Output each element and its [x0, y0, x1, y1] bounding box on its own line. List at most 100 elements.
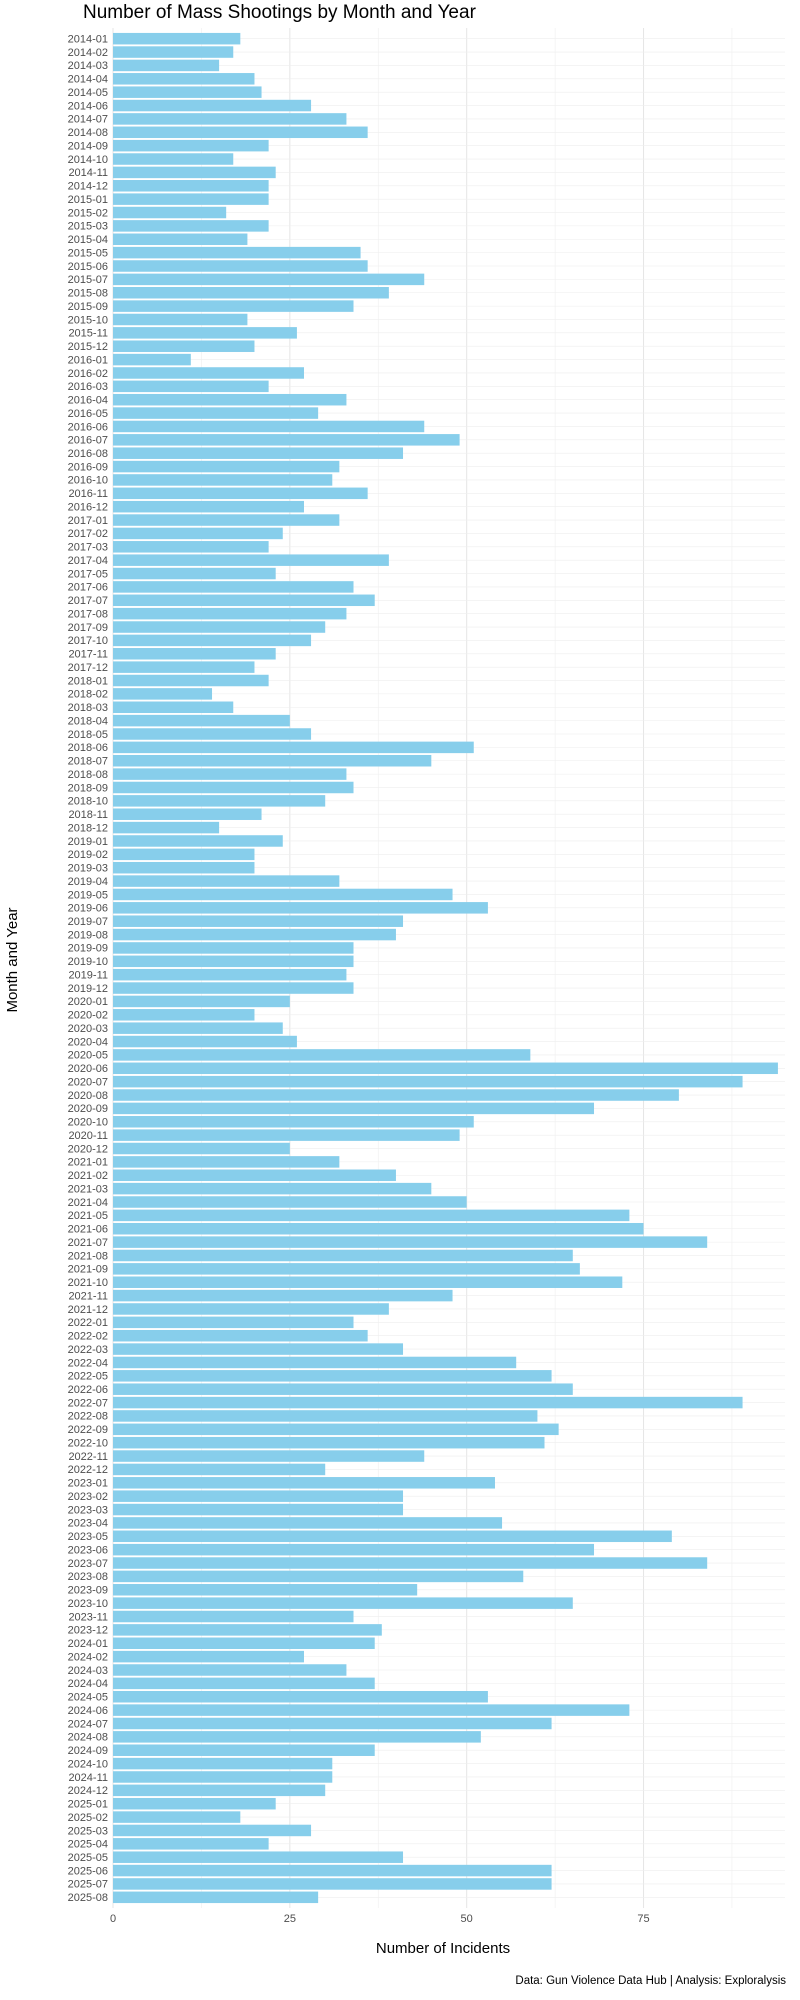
y-tick-label: 2021-02: [68, 1170, 108, 1182]
y-tick-label: 2017-10: [68, 635, 108, 647]
bar: [113, 460, 340, 473]
y-tick-label: 2019-06: [68, 903, 108, 915]
y-tick-label: 2023-02: [68, 1491, 108, 1503]
y-tick-label: 2025-08: [68, 1892, 108, 1904]
bar: [113, 781, 354, 794]
y-tick-label: 2023-04: [68, 1518, 108, 1530]
y-tick-label: 2022-10: [68, 1437, 108, 1449]
bar: [113, 808, 262, 820]
bar: [113, 1075, 743, 1088]
bar: [113, 701, 234, 714]
bar: [113, 1410, 538, 1422]
bar: [113, 1637, 375, 1650]
y-tick-label: 2021-10: [68, 1277, 108, 1289]
y-tick-label: 2021-04: [68, 1197, 108, 1209]
bar: [113, 1049, 531, 1061]
y-tick-label: 2024-07: [68, 1718, 108, 1730]
y-tick-label: 2018-02: [68, 689, 108, 701]
y-tick-label: 2015-05: [68, 247, 108, 259]
y-tick-label: 2017-11: [68, 649, 108, 661]
bar: [113, 688, 213, 700]
bar: [113, 447, 404, 459]
bar: [113, 1891, 319, 1904]
bar: [113, 1343, 404, 1355]
y-tick-label: 2019-07: [68, 916, 108, 928]
x-tick-label: 0: [110, 1913, 116, 1925]
bar: [113, 300, 354, 312]
bar: [113, 1209, 630, 1222]
y-tick-label: 2024-01: [68, 1638, 108, 1650]
y-tick-label: 2016-09: [68, 461, 108, 473]
bar: [113, 928, 396, 941]
y-tick-label: 2022-09: [68, 1424, 108, 1436]
y-tick-label: 2023-11: [68, 1611, 108, 1623]
y-tick-label: 2021-06: [68, 1224, 108, 1236]
y-tick-label: 2022-01: [68, 1317, 108, 1329]
x-tick-label: 25: [284, 1913, 296, 1925]
bar: [113, 1116, 474, 1128]
bar: [113, 1878, 552, 1890]
y-tick-label: 2020-10: [68, 1117, 108, 1129]
bar: [113, 434, 460, 446]
y-tick-label: 2024-06: [68, 1705, 108, 1717]
bar: [113, 313, 248, 326]
y-tick-label: 2023-10: [68, 1598, 108, 1610]
y-tick-label: 2014-06: [68, 100, 108, 112]
bar: [113, 1690, 488, 1703]
y-tick-label: 2020-08: [68, 1090, 108, 1102]
bar: [113, 1289, 453, 1302]
y-tick-label: 2025-01: [68, 1799, 108, 1811]
bar: [113, 527, 283, 540]
y-tick-label: 2016-11: [68, 488, 108, 500]
bar: [113, 353, 191, 366]
bar: [113, 246, 361, 259]
bar: [113, 1196, 467, 1208]
y-tick-label: 2021-01: [68, 1157, 108, 1169]
y-tick-label: 2023-08: [68, 1571, 108, 1583]
y-tick-label: 2015-09: [68, 301, 108, 313]
y-tick-label: 2019-04: [68, 876, 108, 888]
bar: [113, 474, 333, 486]
bar: [113, 1316, 354, 1329]
bar: [113, 260, 368, 272]
y-tick-label: 2022-08: [68, 1411, 108, 1423]
y-tick-label: 2021-07: [68, 1237, 108, 1249]
y-tick-label: 2018-05: [68, 729, 108, 741]
bar: [113, 621, 326, 633]
bar: [113, 567, 276, 580]
bar: [113, 420, 425, 433]
y-tick-label: 2019-12: [68, 983, 108, 995]
y-tick-label: 2023-12: [68, 1625, 108, 1637]
y-tick-label: 2025-05: [68, 1852, 108, 1864]
y-tick-label: 2015-06: [68, 261, 108, 273]
y-tick-label: 2023-03: [68, 1504, 108, 1516]
bar: [113, 648, 276, 660]
bar: [113, 59, 220, 72]
y-tick-label: 2016-07: [68, 435, 108, 447]
bar: [113, 327, 297, 339]
bar: [113, 1156, 340, 1168]
bar: [113, 754, 432, 767]
y-tick-label: 2018-06: [68, 742, 108, 754]
bar: [113, 340, 255, 352]
bar: [113, 1303, 389, 1315]
bar: [113, 1129, 460, 1141]
bar: [113, 607, 347, 620]
bar: [113, 1356, 517, 1369]
y-tick-label: 2014-03: [68, 60, 108, 72]
y-tick-label: 2015-08: [68, 288, 108, 300]
bar: [113, 741, 474, 754]
y-tick-label: 2014-02: [68, 47, 108, 59]
y-tick-label: 2022-06: [68, 1384, 108, 1396]
bar: [113, 1009, 255, 1021]
bar: [113, 541, 269, 553]
bar: [113, 1062, 778, 1075]
y-tick-label: 2018-07: [68, 756, 108, 768]
chart-caption: Data: Gun Violence Data Hub | Analysis: …: [515, 1975, 786, 1987]
bar: [113, 1383, 573, 1395]
bar: [113, 714, 290, 727]
bar: [113, 1824, 312, 1837]
y-tick-label: 2025-04: [68, 1839, 108, 1851]
bar: [113, 1423, 559, 1436]
y-tick-label: 2025-02: [68, 1812, 108, 1824]
